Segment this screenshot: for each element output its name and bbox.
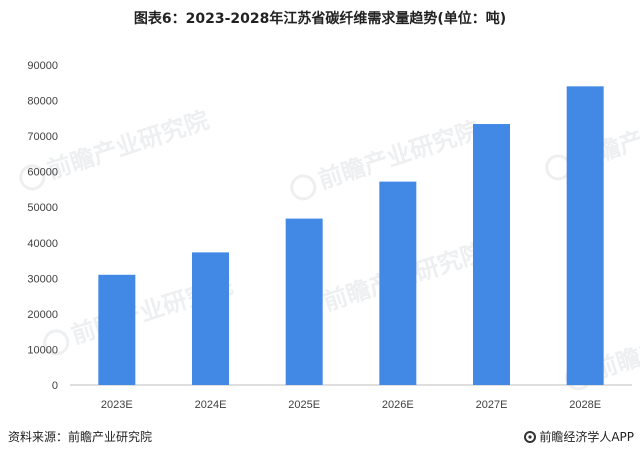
y-tick-label: 0 (52, 380, 58, 392)
y-tick-label: 50000 (27, 202, 58, 214)
x-tick-label: 2026E (382, 399, 414, 411)
source-note: 资料来源：前瞻产业研究院 (8, 430, 153, 444)
bar-2028E (566, 86, 604, 385)
brand-credit: 前瞻经济学人APP (524, 428, 634, 445)
y-tick-label: 10000 (27, 344, 58, 356)
brand-logo-icon (524, 430, 537, 443)
x-tick-label: 2025E (288, 399, 320, 411)
y-tick-label: 80000 (27, 96, 58, 108)
bar-2026E (379, 181, 417, 385)
y-tick-label: 20000 (27, 309, 58, 321)
bar-2023E (98, 274, 136, 385)
y-tick-label: 60000 (27, 167, 58, 179)
bar-2024E (192, 252, 229, 385)
x-tick-label: 2028E (569, 399, 601, 411)
x-tick-label: 2024E (195, 399, 227, 411)
bar-2027E (473, 124, 510, 386)
brand-label: 前瞻经济学人APP (539, 430, 634, 444)
y-tick-label: 30000 (27, 273, 58, 285)
x-tick-label: 2023E (101, 399, 133, 411)
y-tick-label: 70000 (27, 131, 58, 143)
y-tick-label: 40000 (27, 238, 58, 250)
y-tick-label: 90000 (27, 60, 58, 72)
chart-title: 图表6：2023-2028年江苏省碳纤维需求量趋势(单位：吨) (133, 11, 507, 27)
bar-2025E (285, 218, 323, 385)
x-tick-label: 2027E (476, 399, 508, 411)
